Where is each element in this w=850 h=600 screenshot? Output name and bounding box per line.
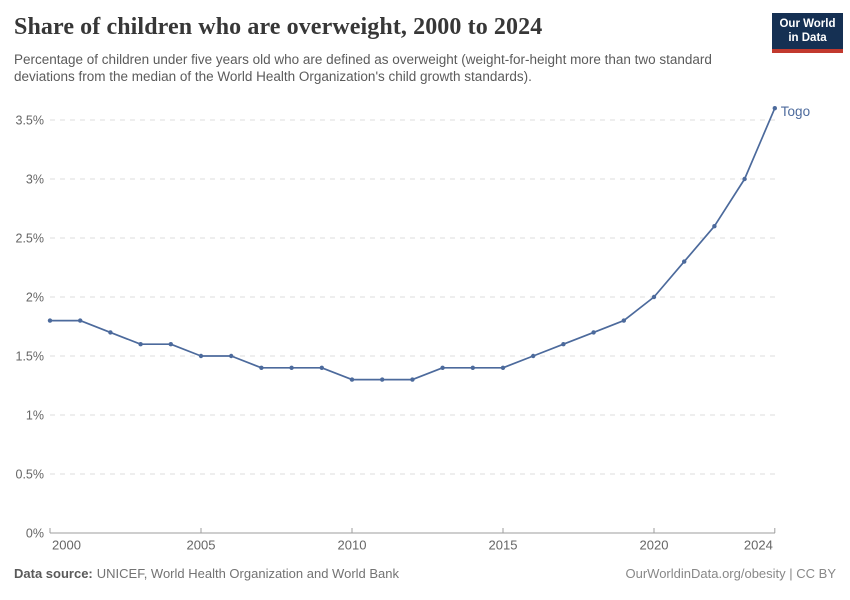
- data-point[interactable]: [531, 353, 536, 359]
- data-point[interactable]: [470, 365, 475, 370]
- data-point[interactable]: [651, 294, 657, 300]
- data-point[interactable]: [138, 342, 143, 347]
- y-tick-label: 2%: [26, 291, 44, 305]
- series-label-togo[interactable]: Togo: [781, 104, 810, 119]
- data-point[interactable]: [168, 342, 173, 347]
- page-subtitle: Percentage of children under five years …: [14, 52, 712, 84]
- x-tick-label: 2000: [52, 538, 81, 553]
- x-tick-label: 2010: [338, 538, 367, 553]
- data-point[interactable]: [289, 365, 294, 370]
- data-point[interactable]: [621, 318, 626, 323]
- x-tick-label: 2005: [187, 538, 216, 553]
- data-point[interactable]: [319, 365, 324, 370]
- y-tick-label: 0%: [26, 527, 44, 541]
- owid-logo-line2: in Data: [788, 31, 827, 44]
- data-point[interactable]: [682, 259, 687, 264]
- data-point[interactable]: [500, 365, 506, 370]
- data-point[interactable]: [410, 377, 415, 382]
- data-point[interactable]: [591, 330, 596, 335]
- trend-line: [49, 107, 776, 381]
- data-point[interactable]: [349, 377, 355, 382]
- data-point[interactable]: [108, 330, 113, 335]
- data-point[interactable]: [440, 365, 445, 370]
- data-point[interactable]: [78, 318, 83, 323]
- data-point[interactable]: [380, 377, 385, 382]
- data-point[interactable]: [772, 106, 777, 111]
- x-tick-label: 2020: [640, 538, 669, 553]
- owid-logo-line1: Our World: [779, 18, 836, 30]
- y-tick-label: 3%: [26, 173, 44, 187]
- data-point[interactable]: [259, 365, 264, 370]
- credit-link[interactable]: OurWorldinData.org/obesity | CC BY: [625, 566, 837, 581]
- y-tick-label: 1.5%: [16, 350, 45, 364]
- y-tick-label: 2.5%: [16, 232, 45, 246]
- y-tick-label: 0.5%: [16, 468, 45, 482]
- data-point[interactable]: [47, 318, 53, 323]
- data-point[interactable]: [198, 353, 204, 359]
- y-tick-label: 3.5%: [16, 114, 45, 128]
- data-point[interactable]: [712, 224, 717, 229]
- data-source: Data source: UNICEF, World Health Organiz…: [14, 565, 399, 583]
- x-tick-label: 2015: [489, 538, 518, 553]
- data-source-label: Data source:: [14, 566, 93, 581]
- data-point[interactable]: [742, 176, 747, 182]
- owid-logo[interactable]: Our World in Data: [772, 13, 843, 53]
- x-tick-label: 2024: [744, 538, 773, 553]
- page-title: Share of children who are overweight, 20…: [14, 14, 543, 40]
- data-point[interactable]: [229, 353, 234, 359]
- chart-footer: Data source: UNICEF, World Health Organiz…: [14, 565, 836, 583]
- y-tick-label: 1%: [26, 409, 44, 423]
- chart-header: Share of children who are overweight, 20…: [14, 12, 774, 85]
- data-source-text: UNICEF, World Health Organization and Wo…: [96, 566, 400, 581]
- data-point[interactable]: [561, 342, 566, 347]
